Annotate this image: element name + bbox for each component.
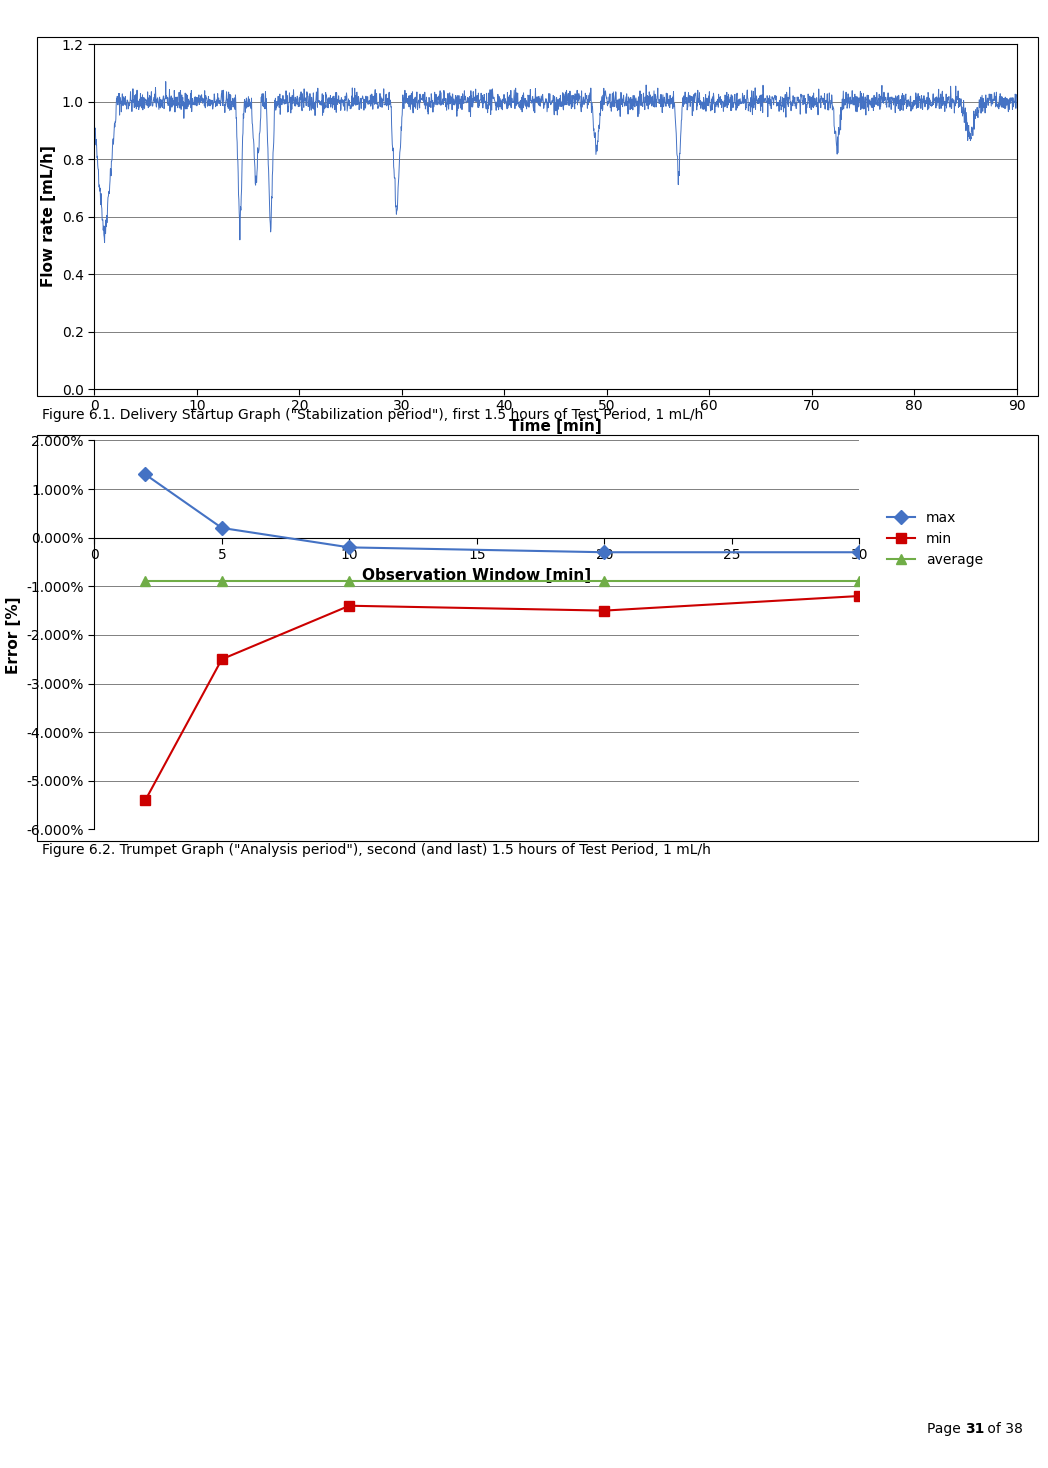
min: [853, 587, 866, 605]
max: [598, 543, 611, 561]
Text: 31: 31: [965, 1421, 984, 1436]
Text: of 38: of 38: [983, 1421, 1023, 1436]
Line: min: min: [140, 592, 865, 804]
Line: average: average: [140, 577, 865, 586]
max: [139, 465, 152, 483]
average: [139, 573, 152, 590]
max: [216, 520, 228, 537]
Text: Page: Page: [927, 1421, 965, 1436]
Text: Figure 6.1. Delivery Startup Graph ("Stabilization period"), first 1.5 hours of : Figure 6.1. Delivery Startup Graph ("Sta…: [42, 408, 703, 423]
Line: max: max: [140, 470, 865, 556]
X-axis label: Time [min]: Time [min]: [509, 418, 602, 435]
average: [343, 573, 355, 590]
min: [139, 791, 152, 809]
average: [216, 573, 228, 590]
min: [343, 597, 355, 615]
max: [343, 539, 355, 556]
Legend: max, min, average: max, min, average: [881, 505, 988, 573]
min: [598, 602, 611, 619]
Y-axis label: Error [%]: Error [%]: [6, 596, 21, 674]
min: [216, 650, 228, 668]
average: [853, 573, 866, 590]
Y-axis label: Flow rate [mL/h]: Flow rate [mL/h]: [41, 145, 57, 288]
X-axis label: Observation Window [min]: Observation Window [min]: [363, 568, 591, 583]
average: [598, 573, 611, 590]
max: [853, 543, 866, 561]
Text: Figure 6.2. Trumpet Graph ("Analysis period"), second (and last) 1.5 hours of Te: Figure 6.2. Trumpet Graph ("Analysis per…: [42, 843, 711, 857]
